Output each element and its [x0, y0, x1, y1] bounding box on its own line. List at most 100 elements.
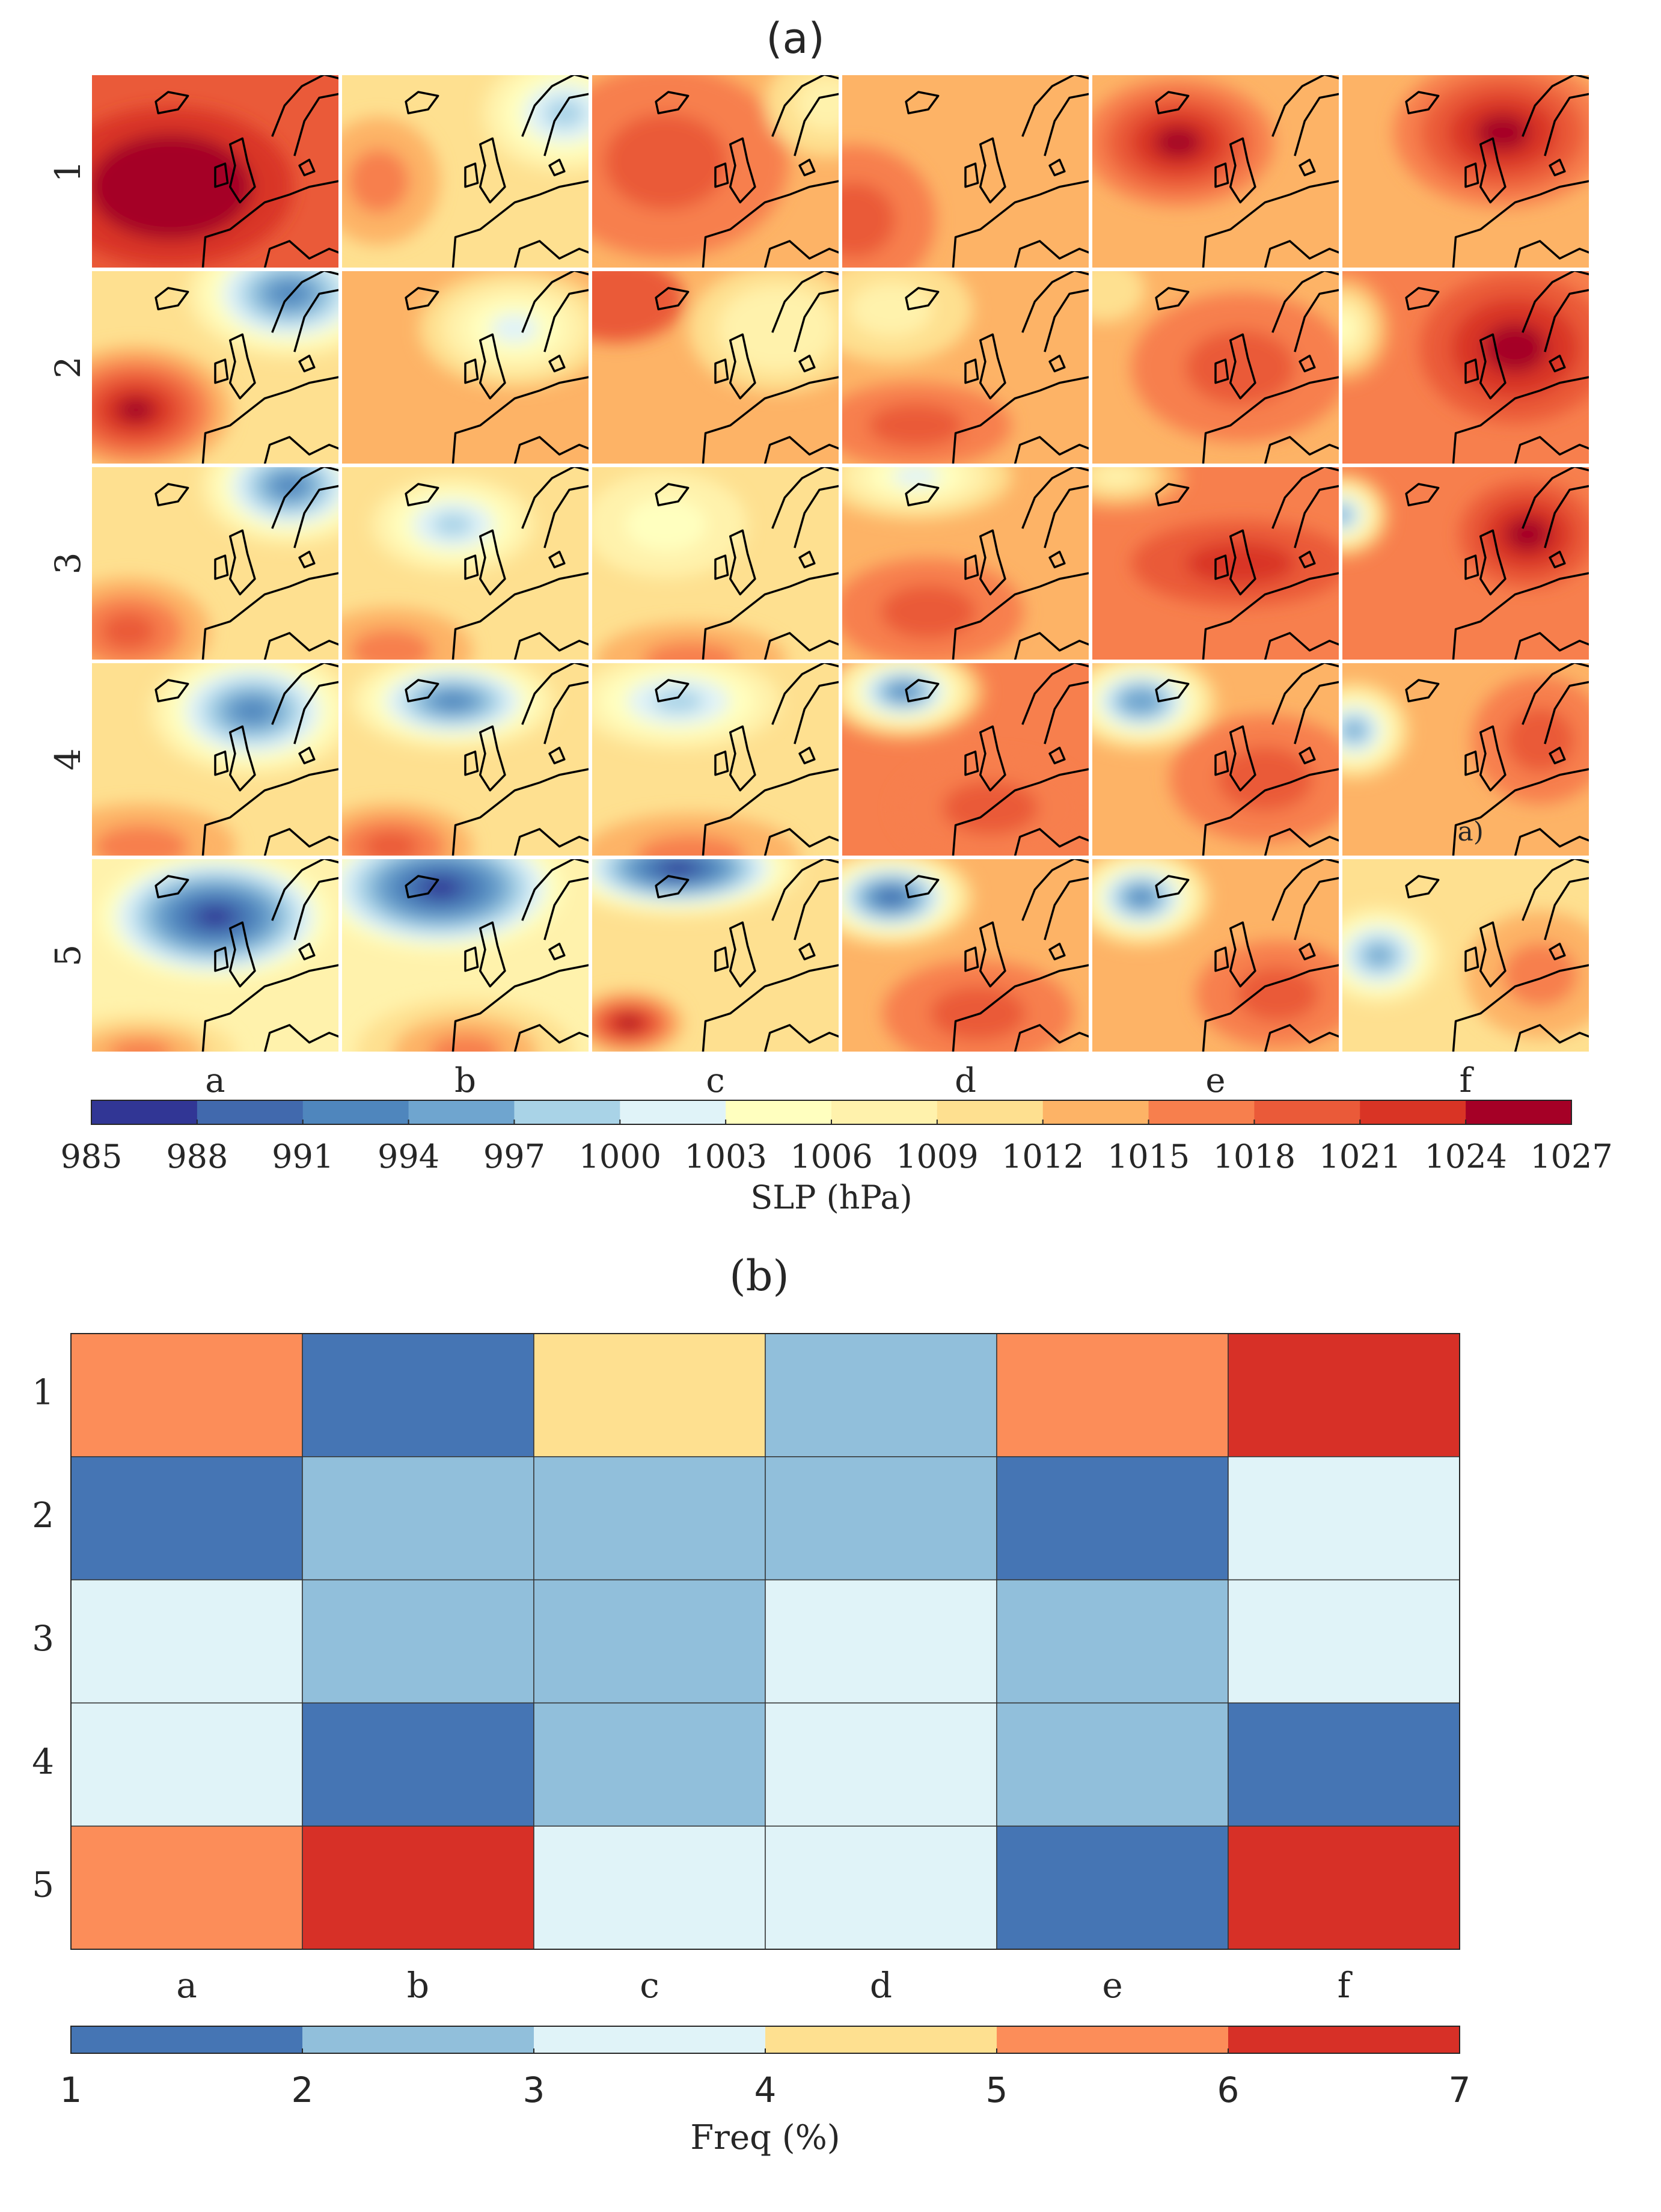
coastline [406, 271, 589, 464]
map-cell-1c [591, 74, 840, 269]
slp-colorbar: 985 988 991 994 997 1000 1003 1006 1009 1012 1015 1… [60, 1100, 1613, 1216]
slp-colorbar-tick-label: 988 [166, 1138, 228, 1175]
map-cell-4d [841, 662, 1090, 857]
pressure-contour [364, 832, 418, 856]
map-cell-4e [1091, 662, 1340, 857]
map-frame [1091, 74, 1340, 269]
map-frame [841, 466, 1090, 661]
pressure-contour [842, 182, 895, 257]
map-cell-2f [1341, 270, 1590, 465]
slp-colorbar-tick-label: 1003 [684, 1138, 766, 1175]
slp-colorbar-tick-label: 1027 [1530, 1138, 1612, 1175]
coastline [406, 467, 589, 660]
pressure-contour [1237, 967, 1318, 1021]
freq-colorbar-segment [71, 2026, 303, 2053]
map-frame [1091, 466, 1340, 661]
map-column-label: f [1460, 1061, 1475, 1100]
coastline [156, 75, 339, 268]
pressure-contour [1130, 694, 1152, 708]
slp-colorbar-tick-label: 1009 [896, 1138, 978, 1175]
coastline [156, 271, 339, 464]
coastline [906, 859, 1089, 1052]
pressure-contour [1131, 890, 1151, 904]
freq-colorbar-tick-label: 4 [754, 2070, 777, 2110]
heatmap-row-labels: 1 2 3 4 5 [32, 1371, 54, 1905]
freq-colorbar-segment [765, 2026, 997, 2053]
heatmap-cell-4c [533, 1702, 766, 1827]
heatmap-cell-5e [996, 1825, 1229, 1950]
heatmap-cell-3b [302, 1579, 534, 1704]
heatmap-cell-5c [533, 1825, 766, 1950]
map-cell-4b [341, 662, 590, 857]
map-frame [1341, 466, 1590, 661]
map-frame [1091, 662, 1340, 857]
heatmap-cell-1f [1228, 1333, 1460, 1457]
map-cell-1e [1091, 74, 1340, 269]
pressure-contour [347, 149, 409, 213]
map-cell-3c [591, 466, 840, 661]
pressure-contour [636, 835, 745, 856]
heatmap-cell-4a [70, 1702, 303, 1827]
map-cell-1a [91, 74, 340, 269]
coastline [1156, 859, 1339, 1052]
pressure-contour [1505, 516, 1550, 553]
coastline [656, 663, 839, 856]
map-annotation: a) [1458, 816, 1484, 847]
coastline [1156, 467, 1339, 660]
freq-colorbar-tick-label: 1 [60, 2070, 82, 2110]
pressure-contour [1185, 542, 1295, 585]
pressure-contour [1185, 330, 1295, 405]
map-column-label: b [454, 1061, 476, 1100]
pressure-contour [604, 114, 727, 210]
heatmap-cell-5d [765, 1825, 997, 1950]
slp-colorbar-tick-label: 985 [60, 1138, 122, 1175]
map-column-label: a [205, 1061, 225, 1100]
coastline [1156, 663, 1339, 856]
heatmap-cell-2a [70, 1456, 303, 1581]
pressure-contour [1366, 946, 1392, 965]
map-frame [1091, 858, 1340, 1053]
pressure-contour [491, 314, 539, 343]
heatmap-row-label: 1 [32, 1371, 54, 1412]
coastline [406, 663, 589, 856]
freq-colorbar-tick-label: 6 [1217, 2070, 1240, 2110]
freq-colorbar-segment [997, 2026, 1229, 2053]
freq-colorbar-tick-label: 3 [523, 2070, 545, 2110]
map-cell-1f [1341, 74, 1590, 269]
map-frame [591, 466, 840, 661]
map-frame [341, 466, 590, 661]
map-cell-4a [91, 662, 340, 857]
coastline [1156, 271, 1339, 464]
coastline [906, 467, 1089, 660]
coastline [1156, 75, 1339, 268]
heatmap-cell-3e [996, 1579, 1229, 1704]
map-frame [841, 270, 1090, 465]
coastline [656, 859, 839, 1052]
pressure-contour [109, 1040, 173, 1052]
map-column-label: c [706, 1061, 724, 1100]
heatmap-column-label: f [1338, 1965, 1353, 2006]
heatmap-cell-4f [1228, 1702, 1460, 1827]
slp-colorbar-segment [1148, 1100, 1255, 1124]
slp-colorbar-segment [831, 1100, 938, 1124]
heatmap-frame [70, 1333, 1460, 1950]
map-cell-3f [1341, 466, 1590, 661]
heatmap-row-label: 4 [32, 1741, 54, 1782]
slp-colorbar-segment [726, 1100, 832, 1124]
pressure-contour [1092, 271, 1145, 322]
pressure-contour [1502, 943, 1577, 1007]
pressure-contour [652, 689, 704, 714]
pressure-contour [235, 700, 270, 722]
pressure-contour [1094, 467, 1139, 487]
map-frame [91, 858, 340, 1053]
heatmap-cell-3a [70, 1579, 303, 1704]
pressure-contour [662, 862, 694, 875]
coastline [656, 467, 839, 660]
map-frame [91, 74, 340, 269]
heatmap-column-label: d [870, 1965, 892, 2006]
slp-colorbar-segment [937, 1100, 1044, 1124]
coastline [906, 75, 1089, 268]
map-cell-5e [1091, 858, 1340, 1053]
map-cell-2d [841, 270, 1090, 465]
pressure-contour [850, 283, 932, 336]
